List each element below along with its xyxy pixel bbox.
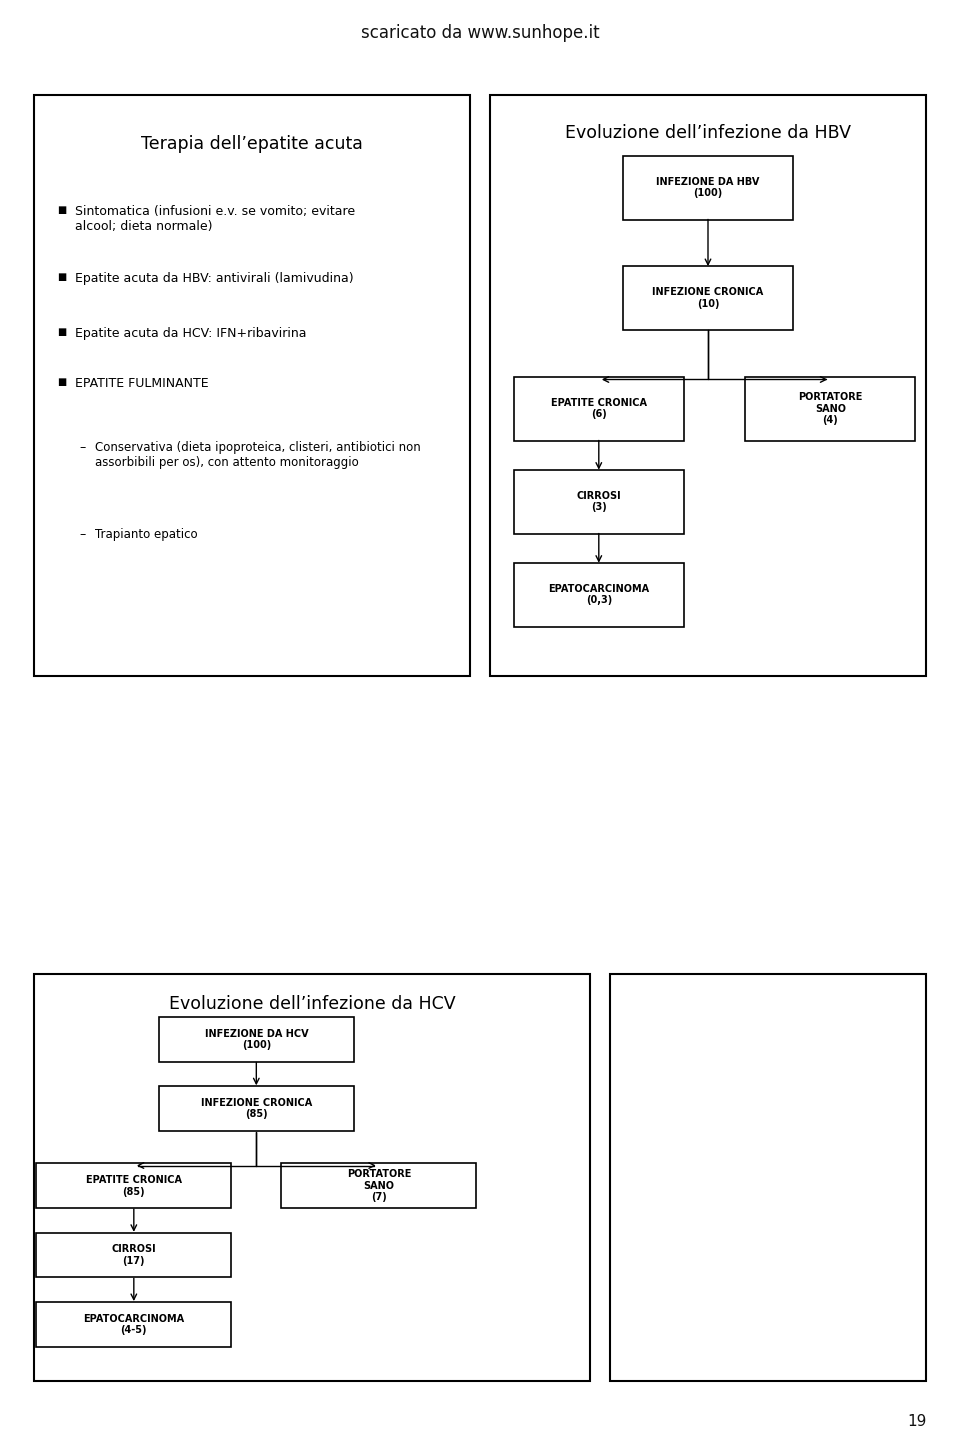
Text: ■: ■	[58, 327, 67, 337]
FancyBboxPatch shape	[490, 95, 926, 676]
FancyBboxPatch shape	[745, 377, 916, 441]
Text: –: –	[80, 528, 85, 541]
Text: INFEZIONE DA HCV
(100): INFEZIONE DA HCV (100)	[204, 1028, 308, 1050]
Text: Evoluzione dell’infezione da HCV: Evoluzione dell’infezione da HCV	[169, 995, 455, 1012]
FancyBboxPatch shape	[623, 266, 793, 330]
Text: Terapia dell’epatite acuta: Terapia dell’epatite acuta	[141, 135, 363, 153]
Text: scaricato da www.sunhope.it: scaricato da www.sunhope.it	[361, 23, 599, 42]
Text: PORTATORE
SANO
(7): PORTATORE SANO (7)	[347, 1169, 411, 1202]
Text: INFEZIONE CRONICA
(10): INFEZIONE CRONICA (10)	[653, 288, 763, 308]
FancyBboxPatch shape	[514, 377, 684, 441]
Text: ■: ■	[58, 205, 67, 215]
FancyBboxPatch shape	[34, 974, 590, 1381]
FancyBboxPatch shape	[623, 156, 793, 220]
Text: EPATITE CRONICA
(85): EPATITE CRONICA (85)	[85, 1175, 181, 1197]
Text: CIRROSI
(17): CIRROSI (17)	[111, 1245, 156, 1266]
Text: EPATITE CRONICA
(6): EPATITE CRONICA (6)	[551, 398, 647, 419]
Text: 19: 19	[907, 1413, 926, 1429]
Text: Epatite acuta da HBV: antivirali (lamivudina): Epatite acuta da HBV: antivirali (lamivu…	[75, 272, 353, 285]
FancyBboxPatch shape	[514, 563, 684, 627]
Text: Conservativa (dieta ipoproteica, clisteri, antibiotici non
assorbibili per os), : Conservativa (dieta ipoproteica, clister…	[95, 441, 420, 468]
Text: INFEZIONE CRONICA
(85): INFEZIONE CRONICA (85)	[201, 1098, 312, 1120]
Text: PORTATORE
SANO
(4): PORTATORE SANO (4)	[798, 393, 862, 425]
FancyBboxPatch shape	[158, 1086, 354, 1131]
FancyBboxPatch shape	[610, 974, 926, 1381]
Text: EPATOCARCINOMA
(4-5): EPATOCARCINOMA (4-5)	[84, 1313, 184, 1335]
Text: –: –	[80, 441, 85, 454]
FancyBboxPatch shape	[36, 1163, 231, 1208]
Text: EPATITE FULMINANTE: EPATITE FULMINANTE	[75, 377, 208, 390]
Text: INFEZIONE DA HBV
(100): INFEZIONE DA HBV (100)	[657, 177, 759, 198]
Text: Evoluzione dell’infezione da HBV: Evoluzione dell’infezione da HBV	[565, 124, 851, 141]
FancyBboxPatch shape	[36, 1233, 231, 1278]
Text: Sintomatica (infusioni e.v. se vomito; evitare
alcool; dieta normale): Sintomatica (infusioni e.v. se vomito; e…	[75, 205, 355, 233]
Text: Trapianto epatico: Trapianto epatico	[95, 528, 198, 541]
Text: ■: ■	[58, 272, 67, 282]
FancyBboxPatch shape	[281, 1163, 476, 1208]
FancyBboxPatch shape	[514, 470, 684, 534]
Text: ■: ■	[58, 377, 67, 387]
Text: CIRROSI
(3): CIRROSI (3)	[577, 491, 621, 512]
FancyBboxPatch shape	[34, 95, 470, 676]
FancyBboxPatch shape	[36, 1301, 231, 1346]
Text: EPATOCARCINOMA
(0,3): EPATOCARCINOMA (0,3)	[548, 585, 649, 605]
Text: Epatite acuta da HCV: IFN+ribavirina: Epatite acuta da HCV: IFN+ribavirina	[75, 327, 306, 340]
FancyBboxPatch shape	[158, 1016, 354, 1061]
